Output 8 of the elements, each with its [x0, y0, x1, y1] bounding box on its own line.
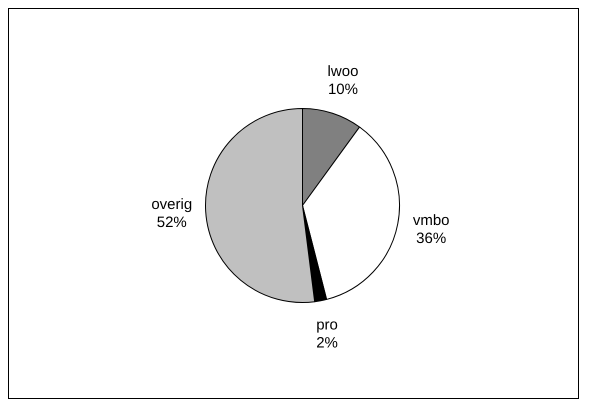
slice-label: pro — [316, 316, 338, 334]
data-label: 52% — [156, 214, 187, 231]
data-label: 36% — [416, 230, 446, 248]
slice-label: vmbo — [412, 212, 450, 230]
slice-label: overig — [151, 196, 192, 213]
data-label: 2% — [316, 334, 338, 352]
slice-label: lwoo — [328, 63, 358, 80]
data-label: 10% — [328, 81, 358, 98]
